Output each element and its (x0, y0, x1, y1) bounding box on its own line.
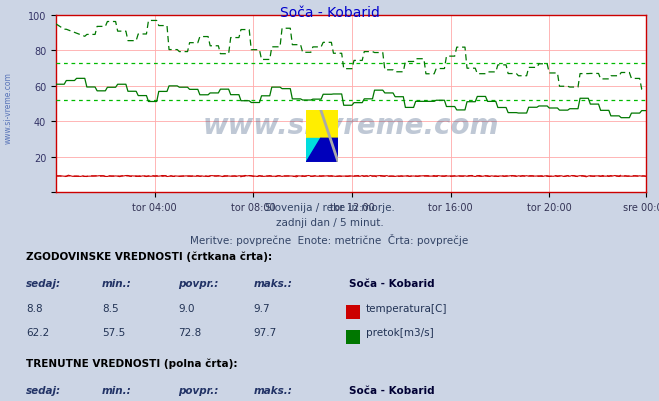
Text: 9.0: 9.0 (178, 303, 194, 313)
Polygon shape (306, 139, 321, 162)
Text: povpr.:: povpr.: (178, 278, 218, 288)
Text: 8.8: 8.8 (26, 303, 43, 313)
Text: www.si-vreme.com: www.si-vreme.com (4, 73, 13, 144)
Text: Slovenija / reke in morje.: Slovenija / reke in morje. (264, 203, 395, 213)
Text: www.si-vreme.com: www.si-vreme.com (203, 111, 499, 140)
Text: pretok[m3/s]: pretok[m3/s] (366, 328, 434, 338)
Text: maks.:: maks.: (254, 278, 293, 288)
Text: 8.5: 8.5 (102, 303, 119, 313)
Text: sedaj:: sedaj: (26, 385, 61, 395)
Polygon shape (306, 110, 338, 139)
Text: temperatura[C]: temperatura[C] (366, 303, 447, 313)
Text: sedaj:: sedaj: (26, 278, 61, 288)
Text: Soča - Kobarid: Soča - Kobarid (279, 6, 380, 20)
Text: min.:: min.: (102, 385, 132, 395)
Text: 97.7: 97.7 (254, 328, 277, 338)
Text: 72.8: 72.8 (178, 328, 201, 338)
Text: zadnji dan / 5 minut.: zadnji dan / 5 minut. (275, 218, 384, 228)
Text: min.:: min.: (102, 278, 132, 288)
Text: ZGODOVINSKE VREDNOSTI (črtkana črta):: ZGODOVINSKE VREDNOSTI (črtkana črta): (26, 251, 272, 261)
Polygon shape (306, 139, 338, 162)
Text: Soča - Kobarid: Soča - Kobarid (349, 278, 435, 288)
Text: maks.:: maks.: (254, 385, 293, 395)
Text: 9.7: 9.7 (254, 303, 270, 313)
Text: Soča - Kobarid: Soča - Kobarid (349, 385, 435, 395)
Text: povpr.:: povpr.: (178, 385, 218, 395)
Text: 57.5: 57.5 (102, 328, 125, 338)
Text: 62.2: 62.2 (26, 328, 49, 338)
Text: Meritve: povprečne  Enote: metrične  Črta: povprečje: Meritve: povprečne Enote: metrične Črta:… (190, 233, 469, 245)
Text: TRENUTNE VREDNOSTI (polna črta):: TRENUTNE VREDNOSTI (polna črta): (26, 358, 238, 368)
